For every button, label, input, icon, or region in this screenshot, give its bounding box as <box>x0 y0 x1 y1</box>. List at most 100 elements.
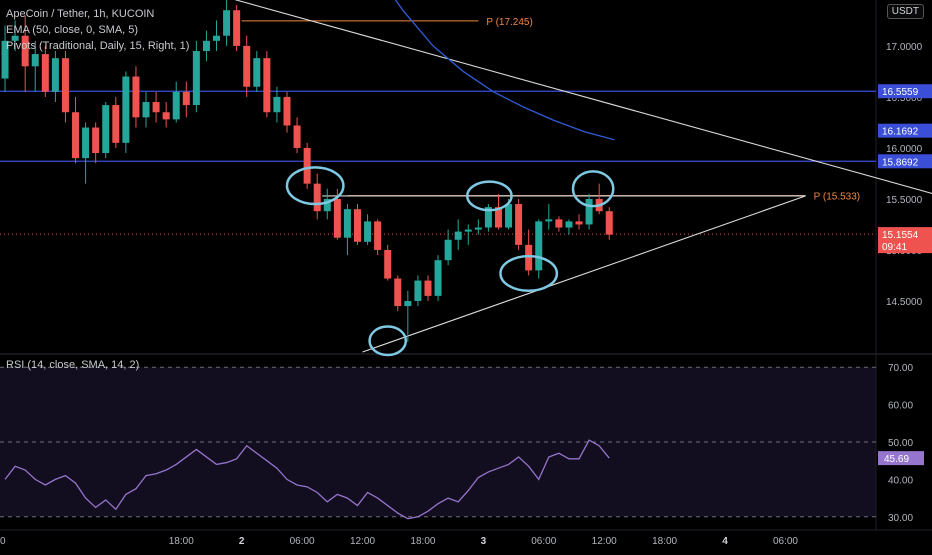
candle-body[interactable] <box>11 35 19 41</box>
candle-body[interactable] <box>162 112 170 120</box>
rsi-line[interactable] <box>4 439 610 520</box>
candle-body[interactable] <box>434 260 442 296</box>
annotation-circle[interactable] <box>465 180 513 212</box>
candle-body[interactable] <box>535 221 543 271</box>
candle-body[interactable] <box>605 211 613 235</box>
candle-body[interactable] <box>223 10 231 36</box>
candle-body[interactable] <box>142 102 150 118</box>
time-tick-label: 3 <box>481 536 487 547</box>
pivots-legend[interactable]: Pivots (Traditional, Daily, 15, Right, 1… <box>6 40 190 52</box>
rsi-legend[interactable]: RSI (14, close, SMA, 14, 2) <box>6 359 140 371</box>
ema-line[interactable] <box>378 0 615 141</box>
time-tick-label: 18:00 <box>652 536 677 547</box>
candle-body[interactable] <box>283 96 291 126</box>
candle-body[interactable] <box>353 209 361 242</box>
price-label-hline: 15.8692 <box>882 157 919 168</box>
candle-body[interactable] <box>102 105 110 154</box>
ema-legend[interactable]: EMA (50, close, 0, SMA, 5) <box>6 24 139 36</box>
time-tick-label: 18:00 <box>410 536 435 547</box>
annotation-circle[interactable] <box>285 166 345 206</box>
candle-body[interactable] <box>253 58 261 87</box>
candle-body[interactable] <box>233 10 241 46</box>
candle-body[interactable] <box>182 91 190 106</box>
candle-body[interactable] <box>374 221 382 250</box>
candle-body[interactable] <box>484 207 492 228</box>
countdown-label: 09:41 <box>882 242 907 253</box>
candle-body[interactable] <box>61 58 69 113</box>
candle-body[interactable] <box>404 300 412 307</box>
annotation-circle[interactable] <box>571 170 615 208</box>
candle-body[interactable] <box>394 278 402 307</box>
candle-body[interactable] <box>122 76 130 143</box>
candle-body[interactable] <box>364 221 372 242</box>
chart-legend: ApeCoin / Tether, 1h, KUCOIN EMA (50, cl… <box>6 6 189 54</box>
candle-body[interactable] <box>303 147 311 184</box>
candle-body[interactable] <box>152 102 160 113</box>
candle-body[interactable] <box>585 198 593 225</box>
candle-body[interactable] <box>243 45 251 87</box>
candle-body[interactable] <box>464 229 472 232</box>
annotation-circle[interactable] <box>499 254 559 293</box>
candle-body[interactable] <box>323 198 331 212</box>
candle-body[interactable] <box>515 204 523 245</box>
candle-body[interactable] <box>414 280 422 301</box>
candle-body[interactable] <box>41 54 49 92</box>
candle-body[interactable] <box>21 35 29 67</box>
candle-body[interactable] <box>82 127 90 159</box>
price-label-box <box>878 227 932 254</box>
candle-body[interactable] <box>31 54 39 67</box>
candle-body[interactable] <box>92 127 100 154</box>
rsi-tick-label: 60.00 <box>888 401 913 412</box>
candle-body[interactable] <box>263 58 271 113</box>
time-tick-label: 00 <box>0 536 6 547</box>
candle-body[interactable] <box>424 280 432 296</box>
price-label-box <box>878 84 932 99</box>
candle-body[interactable] <box>565 221 573 228</box>
candle-body[interactable] <box>555 219 563 228</box>
time-tick-label: 2 <box>239 536 245 547</box>
time-tick-label: 06:00 <box>531 536 556 547</box>
pivot-label: P (17.245) <box>486 17 533 28</box>
candle-body[interactable] <box>474 227 482 230</box>
candle-body[interactable] <box>343 209 351 238</box>
trendline[interactable] <box>181 0 932 214</box>
candle-body[interactable] <box>1 40 9 79</box>
candle-body[interactable] <box>172 91 180 120</box>
candle-body[interactable] <box>384 249 392 279</box>
time-tick-label: 4 <box>722 536 728 547</box>
candle-body[interactable] <box>72 112 80 159</box>
candle-body[interactable] <box>112 105 120 143</box>
candle-body[interactable] <box>494 207 502 228</box>
time-tick-label: 12:00 <box>350 536 375 547</box>
candle-body[interactable] <box>213 35 221 41</box>
candle-body[interactable] <box>202 40 210 52</box>
currency-badge[interactable]: USDT <box>886 4 924 19</box>
price-tick-label: 16.0000 <box>886 144 923 155</box>
candle-body[interactable] <box>333 198 341 238</box>
candle-body[interactable] <box>545 219 553 222</box>
time-tick-label: 06:00 <box>290 536 315 547</box>
rsi-tick-label: 30.00 <box>888 513 913 524</box>
price-label-last: 15.1554 <box>882 230 919 241</box>
rsi-tick-label: 50.00 <box>888 438 913 449</box>
price-label-box <box>878 123 932 138</box>
candle-body[interactable] <box>313 183 321 212</box>
candle-body[interactable] <box>444 239 452 261</box>
pivot-label: P (15.533) <box>814 192 861 203</box>
rsi-value-label: 45.69 <box>884 454 909 465</box>
candle-body[interactable] <box>192 51 200 106</box>
candle-body[interactable] <box>293 125 301 148</box>
candle-body[interactable] <box>132 76 140 118</box>
candle-body[interactable] <box>525 244 533 271</box>
candle-body[interactable] <box>51 58 59 92</box>
trendline[interactable] <box>362 195 806 353</box>
candle-body[interactable] <box>454 231 462 240</box>
price-tick-label: 15.5000 <box>886 195 923 206</box>
candle-body[interactable] <box>273 96 281 113</box>
symbol-title[interactable]: ApeCoin / Tether, 1h, KUCOIN <box>6 8 155 20</box>
candle-body[interactable] <box>575 221 583 225</box>
candle-body[interactable] <box>505 204 513 228</box>
annotation-circle[interactable] <box>368 325 408 357</box>
